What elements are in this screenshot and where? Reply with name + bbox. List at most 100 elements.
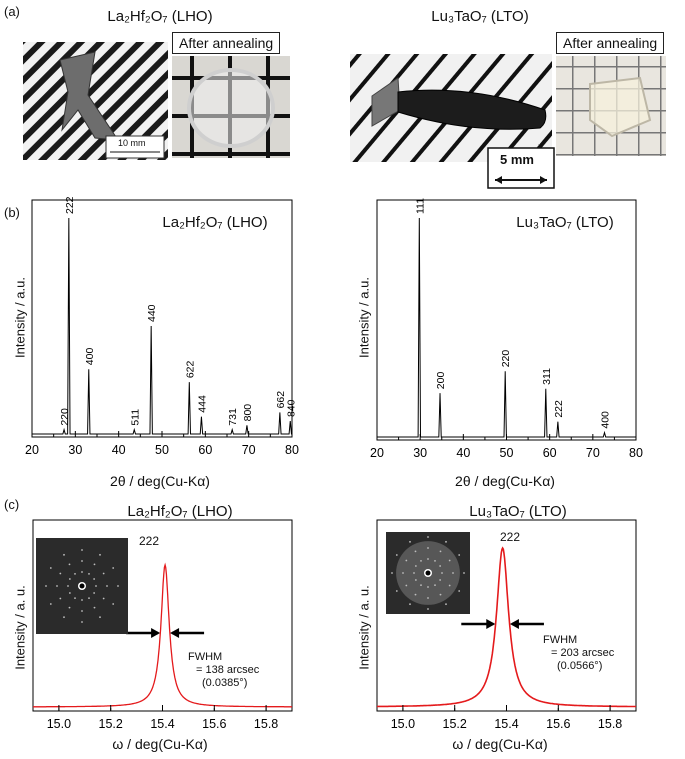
- xrd-xtick-label: 70: [586, 446, 600, 460]
- xrd-peak-label-511: 511: [129, 409, 141, 426]
- laue-inset-lho-spot: [68, 578, 71, 580]
- laue-inset-lto-spot: [405, 584, 408, 587]
- laue-inset-lho-spot: [56, 585, 58, 587]
- xrd-peak-label-222: 222: [64, 196, 76, 214]
- xrd-xtick-label: 70: [242, 443, 256, 457]
- xrd-peak-label-220: 220: [59, 408, 71, 426]
- laue-inset-lto-spot: [439, 593, 442, 596]
- laue-inset-lto-spot: [439, 565, 442, 567]
- xrd-peak-label-662: 662: [275, 391, 287, 409]
- laue-inset-lto-spot: [414, 579, 417, 581]
- laue-inset-lho-spot: [88, 597, 90, 600]
- laue-inset-lho-spot: [67, 585, 69, 587]
- rc-lto-fwhm-value: = 203 arcsec: [551, 647, 615, 659]
- rc-lto-ylabel: Intensity / a. u.: [356, 585, 372, 670]
- rc-lto-fwhm-deg: (0.0566°): [557, 660, 603, 672]
- lto-crystal: [397, 89, 547, 130]
- lto-photo-title: Lu₃TaO₇ (LTO): [431, 8, 529, 25]
- xrd-lho-xlabel: 2θ / deg(Cu-Kα): [110, 473, 210, 489]
- xrd-peak-label-444: 444: [196, 395, 208, 413]
- laue-inset-lho-spot: [112, 567, 115, 569]
- rc-lto-fwhm: FWHM = 203 arcsec (0.0566°): [543, 634, 614, 673]
- xrd-xtick-label: 80: [629, 446, 643, 460]
- lho-after-annealing-label: After annealing: [172, 32, 281, 54]
- laue-inset-lto-spot: [448, 559, 451, 562]
- laue-inset-lto-beamstop: [425, 570, 431, 576]
- lho-crystal: [59, 51, 119, 141]
- rc-xtick-label: 15.8: [254, 717, 278, 731]
- lho-scale-label: 10 mm: [118, 138, 146, 148]
- xrd-peak-label-400: 400: [599, 411, 611, 429]
- rc-lho-fwhm: FWHM = 138 arcsec (0.0385°): [188, 651, 259, 690]
- laue-inset-lto-spot: [395, 554, 398, 556]
- laue-inset-lho-spot: [93, 592, 96, 594]
- laue-inset-lho-spot: [81, 549, 83, 551]
- lto-after-annealing-label: After annealing: [556, 32, 665, 54]
- rc-lho-xlabel: ω / deg(Cu-Kα): [112, 736, 208, 752]
- laue-inset-lto-spot: [414, 565, 417, 567]
- laue-inset-lto-spot: [413, 572, 415, 574]
- xrd-xtick-label: 40: [456, 446, 470, 460]
- laue-inset-lto-spot: [439, 579, 442, 581]
- laue-inset-lho-spot: [117, 585, 119, 587]
- xrd-xtick-label: 60: [543, 446, 557, 460]
- laue-inset-lho-spot: [81, 610, 83, 612]
- panel-label-a: (a): [4, 4, 20, 19]
- lto-annealed-crystal: [589, 76, 652, 138]
- laue-inset-lto-spot: [427, 597, 429, 599]
- laue-inset-lto-spot: [409, 603, 411, 606]
- rc-lto-peak-label: 222: [500, 530, 521, 544]
- laue-inset-lto-spot: [448, 584, 451, 587]
- laue-inset-lto-spot: [427, 608, 429, 610]
- laue-inset-lto-spot: [402, 572, 404, 574]
- panel-label-b: (b): [4, 205, 20, 220]
- laue-inset-lto-spot: [445, 540, 447, 543]
- laue-inset-lho-spot: [81, 599, 83, 601]
- laue-inset-lho-spot: [99, 553, 101, 556]
- laue-inset-lho-spot: [112, 603, 115, 605]
- laue-inset-lho-spot: [106, 585, 108, 587]
- laue-inset-lto-spot: [434, 584, 436, 587]
- lho-annealed-crystal: [187, 68, 275, 148]
- lho-photo-title: La₂Hf₂O₇ (LHO): [107, 8, 213, 25]
- laue-inset-lho-spot: [74, 572, 76, 575]
- xrd-peak-label-440: 440: [146, 304, 158, 322]
- rc-xtick-label: 15.2: [99, 717, 123, 731]
- laue-inset-lho-spot: [93, 563, 96, 566]
- xrd-lho-title: La₂Hf₂O₇ (LHO): [162, 214, 268, 231]
- laue-inset-lto-spot: [463, 572, 465, 574]
- laue-inset-lho: [36, 538, 128, 634]
- rc-lho-fwhm-value: = 138 arcsec: [196, 664, 260, 676]
- rc-xtick-label: 15.6: [202, 717, 226, 731]
- rc-curve: [33, 562, 292, 708]
- rc-xtick-label: 15.0: [47, 717, 71, 731]
- laue-inset-lho-spot: [49, 567, 52, 569]
- xrd-peak-label-200: 200: [435, 372, 447, 390]
- laue-inset-lho-spot: [45, 585, 47, 587]
- laue-inset-lto-spot: [439, 550, 442, 553]
- laue-inset-lho-spot: [68, 606, 71, 609]
- rc-lho-title: La₂Hf₂O₇ (LHO): [127, 503, 233, 520]
- photos-graphics: [23, 42, 666, 189]
- xrd-xtick-label: 40: [112, 443, 126, 457]
- xrd-xtick-label: 80: [285, 443, 299, 457]
- laue-inset-lho-spot: [102, 597, 105, 600]
- xrd-lto-ylabel: Intensity / a.u.: [356, 277, 372, 358]
- rc-lto-xlabel: ω / deg(Cu-Kα): [452, 736, 548, 752]
- laue-inset-lto-spot: [420, 559, 422, 562]
- rc-curve: [377, 546, 636, 708]
- laue-inset-lho-spot: [81, 560, 83, 562]
- xrd-xtick-label: 30: [68, 443, 82, 457]
- xrd-xtick-label: 30: [413, 446, 427, 460]
- xrd-pattern-line: [32, 217, 292, 435]
- xrd-peak-label-111: 111: [414, 198, 426, 214]
- xrd-xtick-label: 20: [370, 446, 384, 460]
- rc-xtick-label: 15.8: [598, 717, 622, 731]
- fwhm-arrowhead-left: [151, 628, 161, 638]
- rc-lto-fwhm-label: FWHM: [543, 634, 578, 646]
- rc-xtick-label: 15.0: [391, 717, 415, 731]
- xrd-peak-label-840: 840: [285, 399, 297, 417]
- xrd-peak-label-622: 622: [184, 360, 196, 378]
